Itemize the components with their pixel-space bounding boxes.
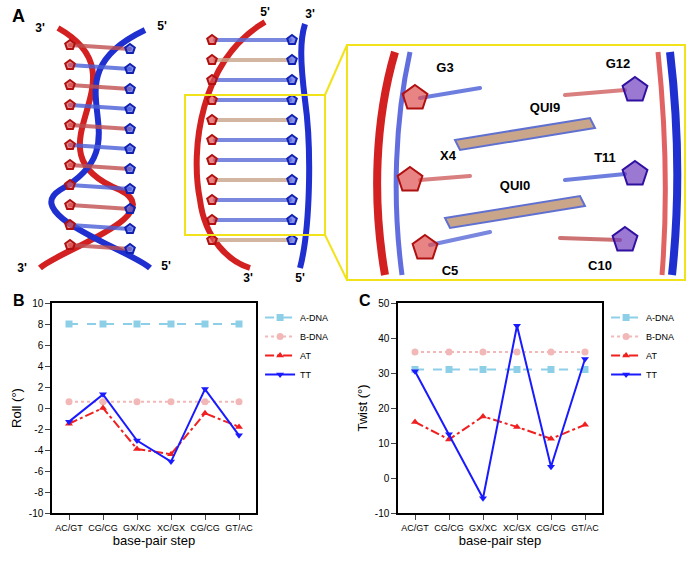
svg-text:-10: -10 (375, 508, 390, 519)
svg-text:X4: X4 (440, 148, 457, 163)
svg-text:CG/CG: CG/CG (434, 523, 464, 533)
svg-text:10: 10 (32, 298, 44, 309)
svg-text:AT: AT (646, 351, 657, 361)
svg-text:B: B (13, 292, 25, 309)
svg-text:CG/CG: CG/CG (536, 523, 566, 533)
svg-text:B-DNA: B-DNA (646, 332, 674, 342)
svg-text:C5: C5 (442, 263, 459, 278)
svg-text:8: 8 (38, 319, 44, 330)
svg-text:QUI0: QUI0 (500, 178, 530, 193)
svg-text:5': 5' (260, 5, 270, 19)
svg-text:TT: TT (300, 370, 311, 380)
svg-text:CG/CG: CG/CG (190, 523, 220, 533)
svg-text:2: 2 (38, 382, 44, 393)
svg-text:3': 3' (305, 7, 315, 21)
svg-text:4: 4 (38, 361, 44, 372)
svg-text:A-DNA: A-DNA (300, 313, 328, 323)
svg-text:AC/GT: AC/GT (55, 523, 83, 533)
svg-text:base-pair step: base-pair step (459, 533, 541, 548)
svg-text:GT/AC: GT/AC (225, 523, 253, 533)
svg-text:G3: G3 (436, 60, 453, 75)
svg-text:G12: G12 (606, 56, 631, 71)
svg-text:10: 10 (378, 438, 390, 449)
svg-text:50: 50 (378, 298, 390, 309)
svg-text:A: A (12, 6, 25, 26)
svg-text:base-pair step: base-pair step (113, 533, 195, 548)
svg-text:TT: TT (646, 370, 657, 380)
svg-text:GX/XC: GX/XC (469, 523, 498, 533)
svg-text:C10: C10 (588, 258, 612, 273)
svg-text:6: 6 (38, 340, 44, 351)
svg-text:CG/CG: CG/CG (88, 523, 118, 533)
svg-text:QUI9: QUI9 (530, 100, 560, 115)
svg-text:40: 40 (378, 333, 390, 344)
svg-text:5': 5' (157, 19, 167, 33)
svg-text:AC/GT: AC/GT (401, 523, 429, 533)
svg-text:Twist (°): Twist (°) (355, 384, 370, 431)
svg-text:5': 5' (161, 259, 171, 273)
svg-text:3': 3' (35, 21, 45, 35)
svg-text:0: 0 (384, 473, 390, 484)
svg-text:-8: -8 (34, 487, 43, 498)
svg-text:-2: -2 (34, 424, 43, 435)
svg-text:GT/AC: GT/AC (571, 523, 599, 533)
svg-text:30: 30 (378, 368, 390, 379)
svg-text:C: C (359, 292, 371, 309)
svg-text:B-DNA: B-DNA (300, 332, 328, 342)
svg-text:-6: -6 (34, 466, 43, 477)
svg-text:A-DNA: A-DNA (646, 313, 674, 323)
svg-text:Roll (°): Roll (°) (9, 388, 24, 428)
svg-text:XC/GX: XC/GX (157, 523, 185, 533)
svg-text:5': 5' (295, 271, 305, 285)
svg-text:-4: -4 (34, 445, 43, 456)
svg-text:20: 20 (378, 403, 390, 414)
svg-text:0: 0 (38, 403, 44, 414)
svg-text:-10: -10 (29, 508, 44, 519)
svg-text:3': 3' (243, 271, 253, 285)
svg-text:3': 3' (17, 261, 27, 275)
svg-text:XC/GX: XC/GX (503, 523, 531, 533)
svg-text:AT: AT (300, 351, 311, 361)
svg-text:GX/XC: GX/XC (123, 523, 152, 533)
svg-text:T11: T11 (594, 150, 616, 165)
